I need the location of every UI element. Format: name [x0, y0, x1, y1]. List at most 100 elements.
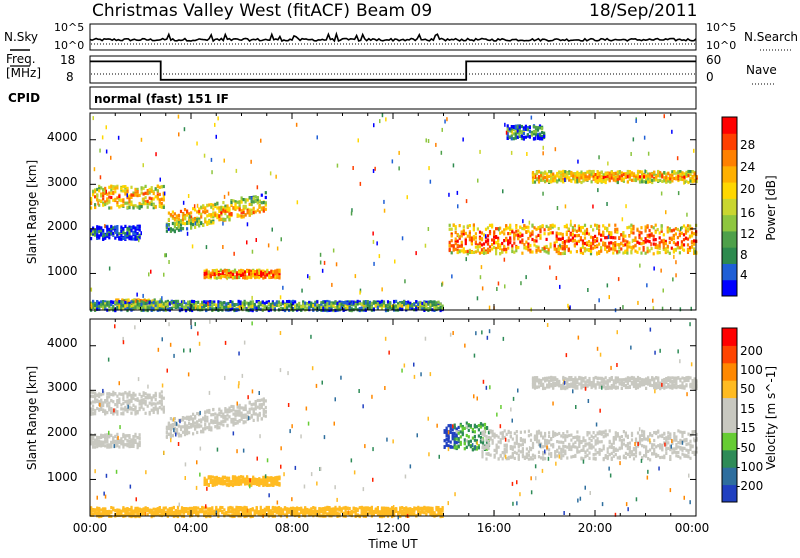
range-cell	[477, 227, 479, 230]
range-cell	[580, 176, 582, 179]
range-cell	[572, 175, 574, 178]
range-cell	[294, 300, 296, 303]
range-cell	[226, 483, 228, 486]
range-cell	[96, 393, 98, 396]
range-cell	[116, 301, 118, 304]
range-cell	[177, 304, 179, 307]
range-cell	[194, 208, 196, 211]
range-cell	[521, 239, 523, 242]
range-cell	[108, 405, 110, 408]
speckle	[462, 138, 464, 142]
speckle	[204, 154, 206, 158]
range-cell	[155, 406, 157, 409]
speckle	[529, 221, 531, 225]
range-cell	[112, 232, 114, 235]
range-cell	[228, 482, 230, 485]
range-cell	[517, 246, 519, 249]
range-cell	[605, 181, 607, 184]
range-cell	[649, 234, 651, 237]
power-data	[90, 113, 698, 312]
range-cell	[369, 305, 371, 308]
range-cell	[459, 250, 461, 253]
range-cell	[100, 186, 102, 189]
range-cell	[673, 229, 675, 232]
range-cell	[202, 204, 204, 207]
speckle	[309, 276, 311, 280]
range-cell	[655, 175, 657, 178]
range-cell	[687, 170, 689, 173]
range-cell	[108, 186, 110, 189]
range-cell	[260, 303, 262, 306]
powerBar-swatch	[722, 117, 737, 134]
range-cell	[178, 425, 180, 428]
range-cell	[149, 197, 151, 200]
range-cell	[255, 400, 257, 403]
range-cell	[617, 170, 619, 173]
range-cell	[256, 479, 258, 482]
range-cell	[243, 416, 245, 419]
range-cell	[465, 242, 467, 245]
range-cell	[237, 406, 239, 409]
range-cell	[112, 437, 114, 440]
range-cell	[244, 276, 246, 279]
range-cell	[653, 252, 655, 255]
range-cell	[521, 227, 523, 230]
range-cell	[132, 397, 134, 400]
range-cell	[236, 480, 238, 483]
range-cell	[226, 215, 228, 218]
range-cell	[669, 241, 671, 244]
range-cell	[407, 301, 409, 304]
range-cell	[197, 305, 199, 308]
range-cell	[253, 207, 255, 210]
range-cell	[580, 226, 582, 229]
range-cell	[515, 226, 517, 229]
range-cell	[155, 206, 157, 209]
range-cell	[586, 248, 588, 251]
range-cell	[223, 306, 225, 309]
range-cell	[481, 237, 483, 240]
speckle	[115, 230, 117, 234]
range-cell	[679, 173, 681, 176]
range-cell	[554, 176, 556, 179]
speckle	[252, 250, 254, 254]
range-cell	[286, 303, 288, 306]
range-cell	[538, 170, 540, 173]
range-cell	[172, 228, 174, 231]
range-cell	[126, 395, 128, 398]
range-cell	[120, 442, 122, 445]
range-cell	[574, 239, 576, 242]
range-cell	[582, 232, 584, 235]
range-cell	[373, 308, 375, 311]
range-cell	[669, 227, 671, 230]
speckle	[150, 270, 152, 274]
range-cell	[552, 173, 554, 176]
range-cell	[562, 247, 564, 250]
range-cell	[651, 225, 653, 228]
range-cell	[535, 126, 537, 129]
speckle	[217, 116, 219, 120]
range-cell	[222, 201, 224, 204]
range-cell	[691, 241, 693, 244]
range-cell	[108, 233, 110, 236]
range-cell	[139, 225, 141, 228]
range-cell	[98, 235, 100, 238]
range-cell	[405, 305, 407, 308]
range-cell	[161, 407, 163, 410]
range-cell	[132, 307, 134, 310]
range-cell	[525, 136, 527, 139]
range-cell	[415, 300, 417, 303]
range-cell	[118, 300, 120, 303]
range-cell	[143, 187, 145, 190]
speckle	[680, 227, 682, 231]
range-cell	[675, 232, 677, 235]
range-cell	[491, 238, 493, 241]
range-cell	[693, 247, 695, 250]
range-cell	[631, 179, 633, 182]
speckle	[678, 191, 680, 195]
range-cell	[263, 210, 265, 213]
range-cell	[182, 218, 184, 221]
range-cell	[671, 170, 673, 173]
range-cell	[232, 479, 234, 482]
range-cell	[214, 273, 216, 276]
range-cell	[122, 231, 124, 234]
